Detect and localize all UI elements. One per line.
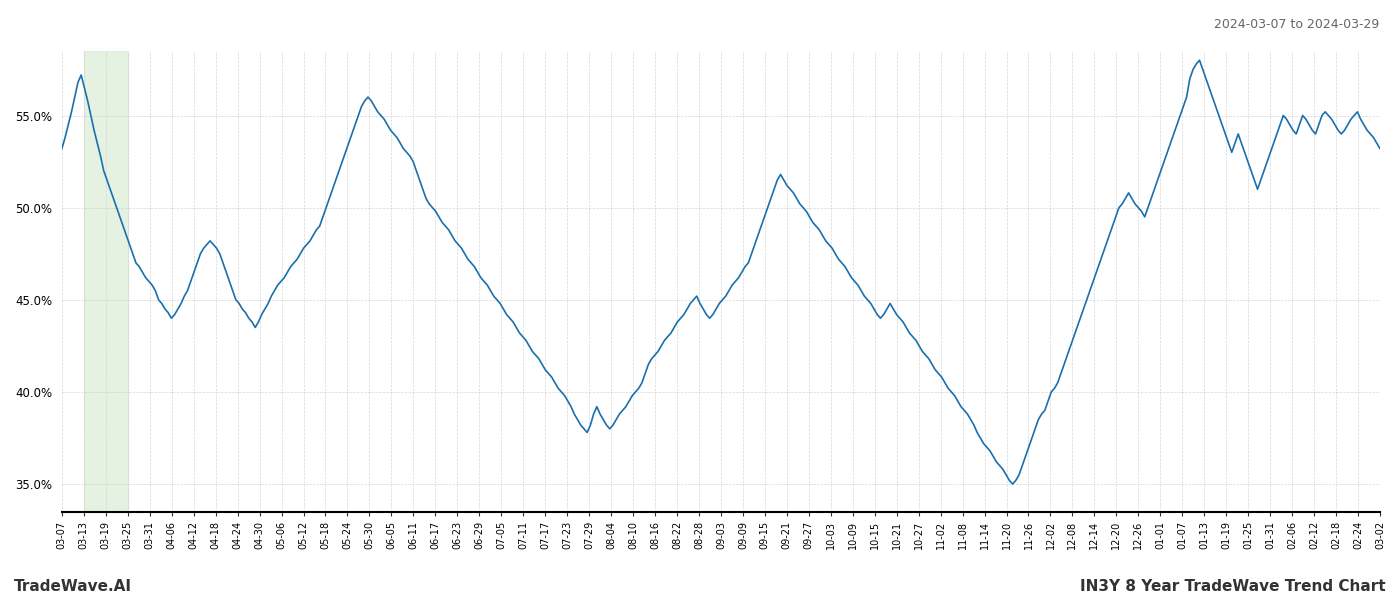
Text: IN3Y 8 Year TradeWave Trend Chart: IN3Y 8 Year TradeWave Trend Chart [1081,579,1386,594]
Text: TradeWave.AI: TradeWave.AI [14,579,132,594]
Bar [84,51,127,512]
Text: 2024-03-07 to 2024-03-29: 2024-03-07 to 2024-03-29 [1214,18,1379,31]
